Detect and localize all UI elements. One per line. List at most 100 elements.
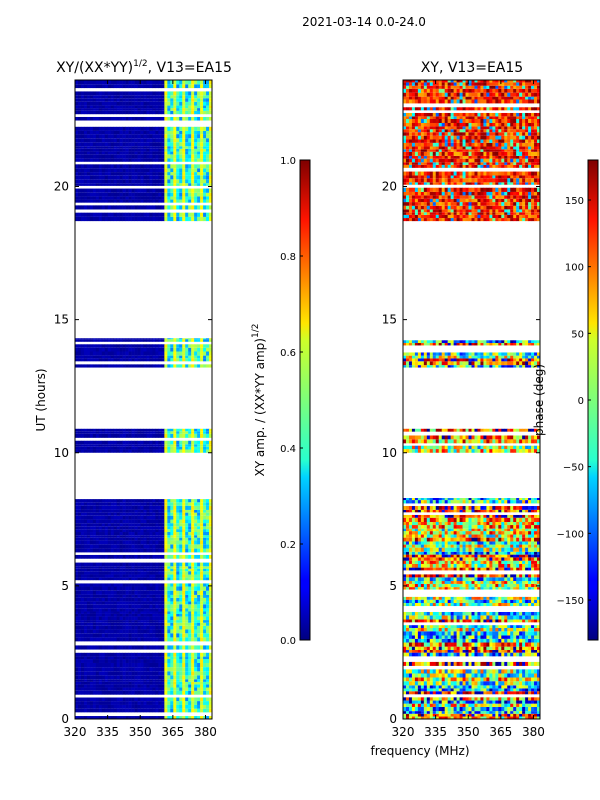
amplitude-cell <box>116 529 120 532</box>
amplitude-cell <box>89 697 94 702</box>
amplitude-cell <box>77 537 82 541</box>
amplitude-cell <box>134 444 138 447</box>
amplitude-cell <box>92 428 97 432</box>
amplitude-cell <box>194 444 198 447</box>
amplitude-cell <box>110 446 115 450</box>
amplitude-cell <box>170 526 174 530</box>
amplitude-cell <box>188 499 192 503</box>
amplitude-cell <box>179 433 183 438</box>
amplitude-cell <box>77 433 82 438</box>
amplitude-cell <box>170 339 174 342</box>
amplitude-cell <box>75 519 79 524</box>
amplitude-cell <box>101 535 106 538</box>
amplitude-cell <box>113 562 117 567</box>
amplitude-cell <box>152 105 156 109</box>
amplitude-cell <box>116 571 120 575</box>
amplitude-cell <box>173 172 177 176</box>
amplitude-cell <box>140 512 144 516</box>
amplitude-cell <box>161 663 165 668</box>
amplitude-cell <box>149 608 153 612</box>
amplitude-cell <box>75 687 79 691</box>
amplitude-cell <box>128 192 132 197</box>
amplitude-cell <box>158 351 162 356</box>
amplitude-cell <box>206 586 210 591</box>
amplitude-cell <box>176 146 180 149</box>
amplitude-cell <box>137 509 141 513</box>
amplitude-cell <box>101 554 106 559</box>
amplitude-cell <box>191 105 195 109</box>
amplitude-cell <box>185 105 189 109</box>
amplitude-cell <box>119 101 123 106</box>
amplitude-cell <box>164 577 168 581</box>
amplitude-cell <box>119 164 123 169</box>
amplitude-cell <box>101 601 106 605</box>
amplitude-cell <box>122 574 126 578</box>
amplitude-cell <box>77 716 82 719</box>
amplitude-cell <box>158 704 162 709</box>
amplitude-cell <box>158 637 162 642</box>
amplitude-cell <box>92 523 97 527</box>
amplitude-cell <box>128 499 132 503</box>
amplitude-cell <box>194 509 198 513</box>
amplitude-cell <box>194 529 198 532</box>
amplitude-cell <box>134 431 138 434</box>
amplitude-cell <box>155 601 159 605</box>
amplitude-cell <box>197 138 201 143</box>
amplitude-cell <box>92 216 97 222</box>
amplitude-cell <box>209 116 213 121</box>
amplitude-cell <box>149 523 153 527</box>
amplitude-cell <box>194 583 198 587</box>
amplitude-cell <box>173 597 177 602</box>
amplitude-cell <box>86 138 91 143</box>
amplitude-cell <box>203 613 207 617</box>
amplitude-cell <box>203 364 207 368</box>
amplitude-cell <box>143 613 147 617</box>
amplitude-cell <box>179 519 183 524</box>
amplitude-cell <box>170 134 174 139</box>
amplitude-cell <box>167 512 171 516</box>
amplitude-cell <box>92 449 97 453</box>
amplitude-cell <box>140 526 144 530</box>
amplitude-cell <box>149 212 153 217</box>
amplitude-cell <box>89 708 94 713</box>
amplitude-cell <box>203 611 207 614</box>
amplitude-cell <box>128 95 132 99</box>
amplitude-cell <box>206 126 210 131</box>
amplitude-cell <box>83 364 88 368</box>
amplitude-cell <box>92 126 97 131</box>
amplitude-cell <box>185 344 189 348</box>
amplitude-cell <box>80 637 85 642</box>
amplitude-cell <box>143 105 147 109</box>
amplitude-cell <box>86 601 91 605</box>
amplitude-cell <box>86 433 91 438</box>
amplitude-cell <box>140 601 144 605</box>
amplitude-cell <box>206 188 210 193</box>
amplitude-cell <box>128 716 132 719</box>
amplitude-cell <box>110 126 115 131</box>
amplitude-cell <box>89 183 94 186</box>
amplitude-cell <box>200 130 204 135</box>
amplitude-cell <box>80 172 85 176</box>
amplitude-cell <box>98 502 103 506</box>
amplitude-cell <box>158 540 162 545</box>
amplitude-cell <box>113 192 117 197</box>
amplitude-cell <box>98 110 103 115</box>
amplitude-cell <box>137 667 141 672</box>
amplitude-cell <box>95 620 100 623</box>
amplitude-cell <box>77 212 82 217</box>
amplitude-cell <box>143 611 147 614</box>
amplitude-cell <box>161 554 165 559</box>
amplitude-cell <box>161 629 165 634</box>
amplitude-cell <box>206 656 210 660</box>
amplitude-cell <box>119 679 123 682</box>
amplitude-cell <box>119 586 123 591</box>
amplitude-cell <box>137 620 141 623</box>
amplitude-cell <box>95 532 100 536</box>
amplitude-cell <box>95 101 100 106</box>
amplitude-cell <box>164 138 168 143</box>
amplitude-cell <box>191 175 195 180</box>
amplitude-cell <box>149 130 153 135</box>
amplitude-cell <box>89 704 94 709</box>
amplitude-cell <box>131 590 135 595</box>
amplitude-cell <box>89 590 94 595</box>
